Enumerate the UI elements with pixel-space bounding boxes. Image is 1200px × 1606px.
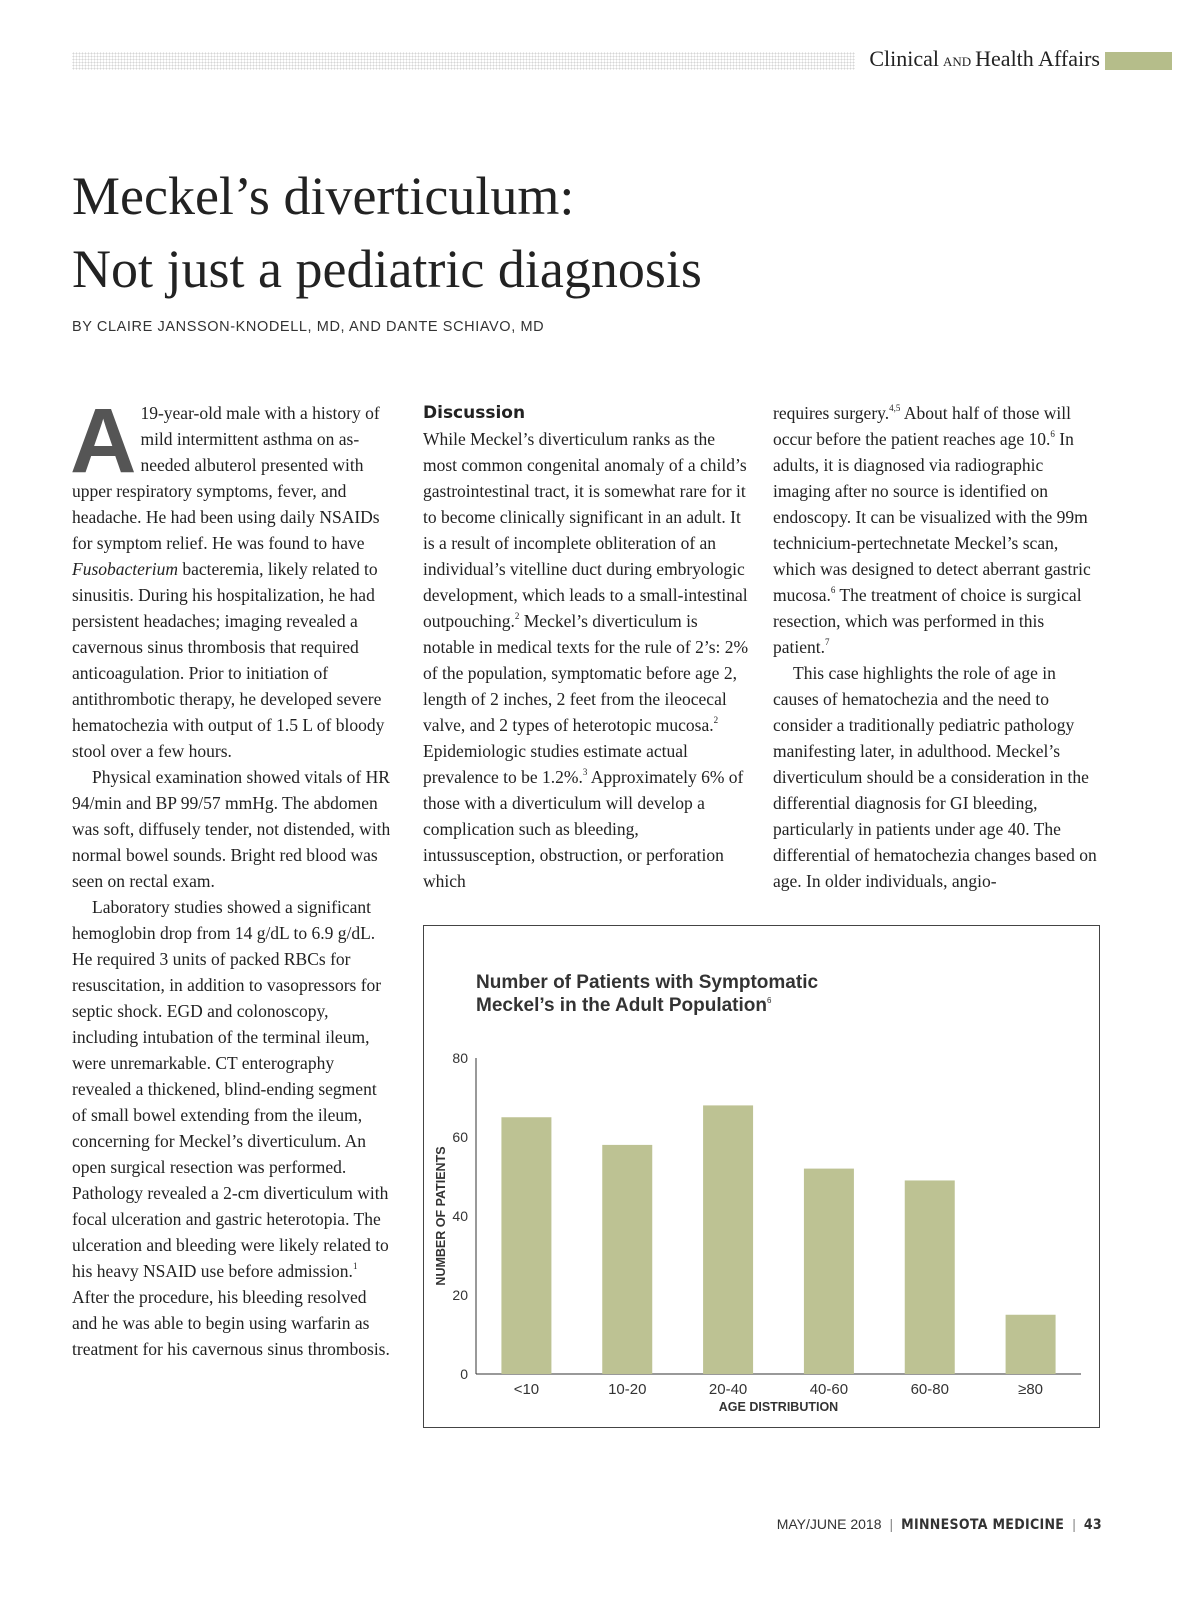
text: Approximately 6% of those with a diverti… <box>423 767 744 891</box>
reference: 2 <box>514 611 520 621</box>
chart-frame: Number of Patients with Symptomatic Mecke… <box>423 925 1100 1428</box>
paragraph: Laboratory studies showed a significant … <box>72 894 395 1362</box>
text: While Meckel’s diverticulum ranks as the… <box>423 429 748 631</box>
column: A 19-year-old male with a history of mild… <box>70 390 395 1362</box>
bar <box>602 1144 653 1374</box>
text: 19-year-old male with a history of mild … <box>72 403 380 553</box>
text: Meckel’s diverticulum is notable in medi… <box>423 611 749 735</box>
y-tick-label: 40 <box>452 1208 468 1224</box>
chart-title: Meckel’s in the Adult Population6 <box>476 995 772 1016</box>
chart-title-line: Meckel’s in the Adult Population <box>476 995 767 1016</box>
separator: | <box>1072 1516 1076 1532</box>
page-number: 43 <box>1083 1517 1102 1533</box>
section-label: Clinical AND Health Affairs <box>869 46 1100 72</box>
x-tick-label: 20-40 <box>709 1381 747 1398</box>
paragraph: requires surgery.4,5 About half of those… <box>773 400 1103 660</box>
text: requires surgery. <box>773 403 890 423</box>
x-tick-label: 60-80 <box>911 1381 949 1398</box>
paragraph: A 19-year-old male with a history of mild… <box>70 390 395 764</box>
bar <box>904 1180 955 1374</box>
header-accent <box>1105 52 1172 70</box>
section-word: Clinical <box>869 46 939 71</box>
x-axis-label: AGE DISTRIBUTION <box>719 1400 838 1414</box>
bar <box>1005 1314 1056 1374</box>
header-rule <box>72 52 855 70</box>
reference: 7 <box>825 637 830 647</box>
x-tick-label: ≥80 <box>1018 1381 1043 1398</box>
x-tick-label: <10 <box>514 1381 539 1398</box>
section-heading: Discussion <box>423 403 526 423</box>
reference: 1 <box>352 1261 358 1271</box>
title-line: Meckel’s diverticulum: <box>72 166 575 226</box>
y-axis-label: NUMBER OF PATIENTS <box>434 1146 448 1285</box>
footer: MAY/JUNE 2018 | MINNESOTA MEDICINE | 43 <box>777 1516 1102 1533</box>
bar <box>703 1105 754 1374</box>
text: Laboratory studies showed a significant … <box>72 897 389 1281</box>
byline: BY CLAIRE JANSSON-KNODELL, MD, AND DANTE… <box>72 319 545 335</box>
article-title: Meckel’s diverticulum: Not just a pediatr… <box>72 160 702 306</box>
separator: | <box>889 1516 894 1532</box>
x-tick-label: 10-20 <box>608 1381 646 1398</box>
chart-title-reference: 6 <box>767 996 772 1005</box>
y-tick-label: 20 <box>452 1287 468 1303</box>
publication: MINNESOTA MEDICINE <box>901 1517 1065 1533</box>
paragraph: This case highlights the role of age in … <box>773 660 1103 894</box>
bar <box>803 1168 854 1374</box>
bar <box>501 1117 552 1374</box>
reference: 4,5 <box>889 403 901 413</box>
text: After the procedure, his bleeding resolv… <box>72 1287 390 1359</box>
column: requires surgery.4,5 About half of those… <box>773 400 1103 894</box>
text: About half of those will occur before th… <box>773 403 1072 449</box>
text: The treatment of choice is surgical rese… <box>773 585 1082 657</box>
drop-cap: A <box>70 390 137 492</box>
x-tick-label: 40-60 <box>810 1381 848 1398</box>
chart: Number of Patients with SymptomaticMecke… <box>434 972 1081 1414</box>
y-tick-label: 80 <box>452 1050 468 1066</box>
chart-title: Number of Patients with Symptomatic <box>476 972 818 993</box>
reference: 6 <box>830 585 836 595</box>
text: Epidemiologic studies estimate actual pr… <box>423 741 688 787</box>
reference: 2 <box>713 715 719 725</box>
y-tick-label: 60 <box>452 1129 468 1145</box>
y-tick-label: 0 <box>460 1366 468 1382</box>
italic-text: Fusobacterium <box>72 559 178 579</box>
reference: 6 <box>1050 429 1055 439</box>
text: In adults, it is diagnosed via radiograp… <box>773 429 1091 605</box>
section-word: Health Affairs <box>975 46 1100 71</box>
paragraph: Physical examination showed vitals of HR… <box>72 764 395 894</box>
text: bacteremia, likely related to sinusitis.… <box>72 559 385 761</box>
paragraph: While Meckel’s diverticulum ranks as the… <box>423 426 750 894</box>
text: Physical examination showed vitals of HR… <box>72 767 391 891</box>
section-word: AND <box>942 54 972 69</box>
column: Discussion While Meckel’s diverticulum ra… <box>423 400 750 894</box>
title-line: Not just a pediatric diagnosis <box>72 239 702 299</box>
text: This case highlights the role of age in … <box>773 663 1097 891</box>
reference: 3 <box>582 767 588 777</box>
issue: MAY/JUNE 2018 <box>776 1516 882 1532</box>
